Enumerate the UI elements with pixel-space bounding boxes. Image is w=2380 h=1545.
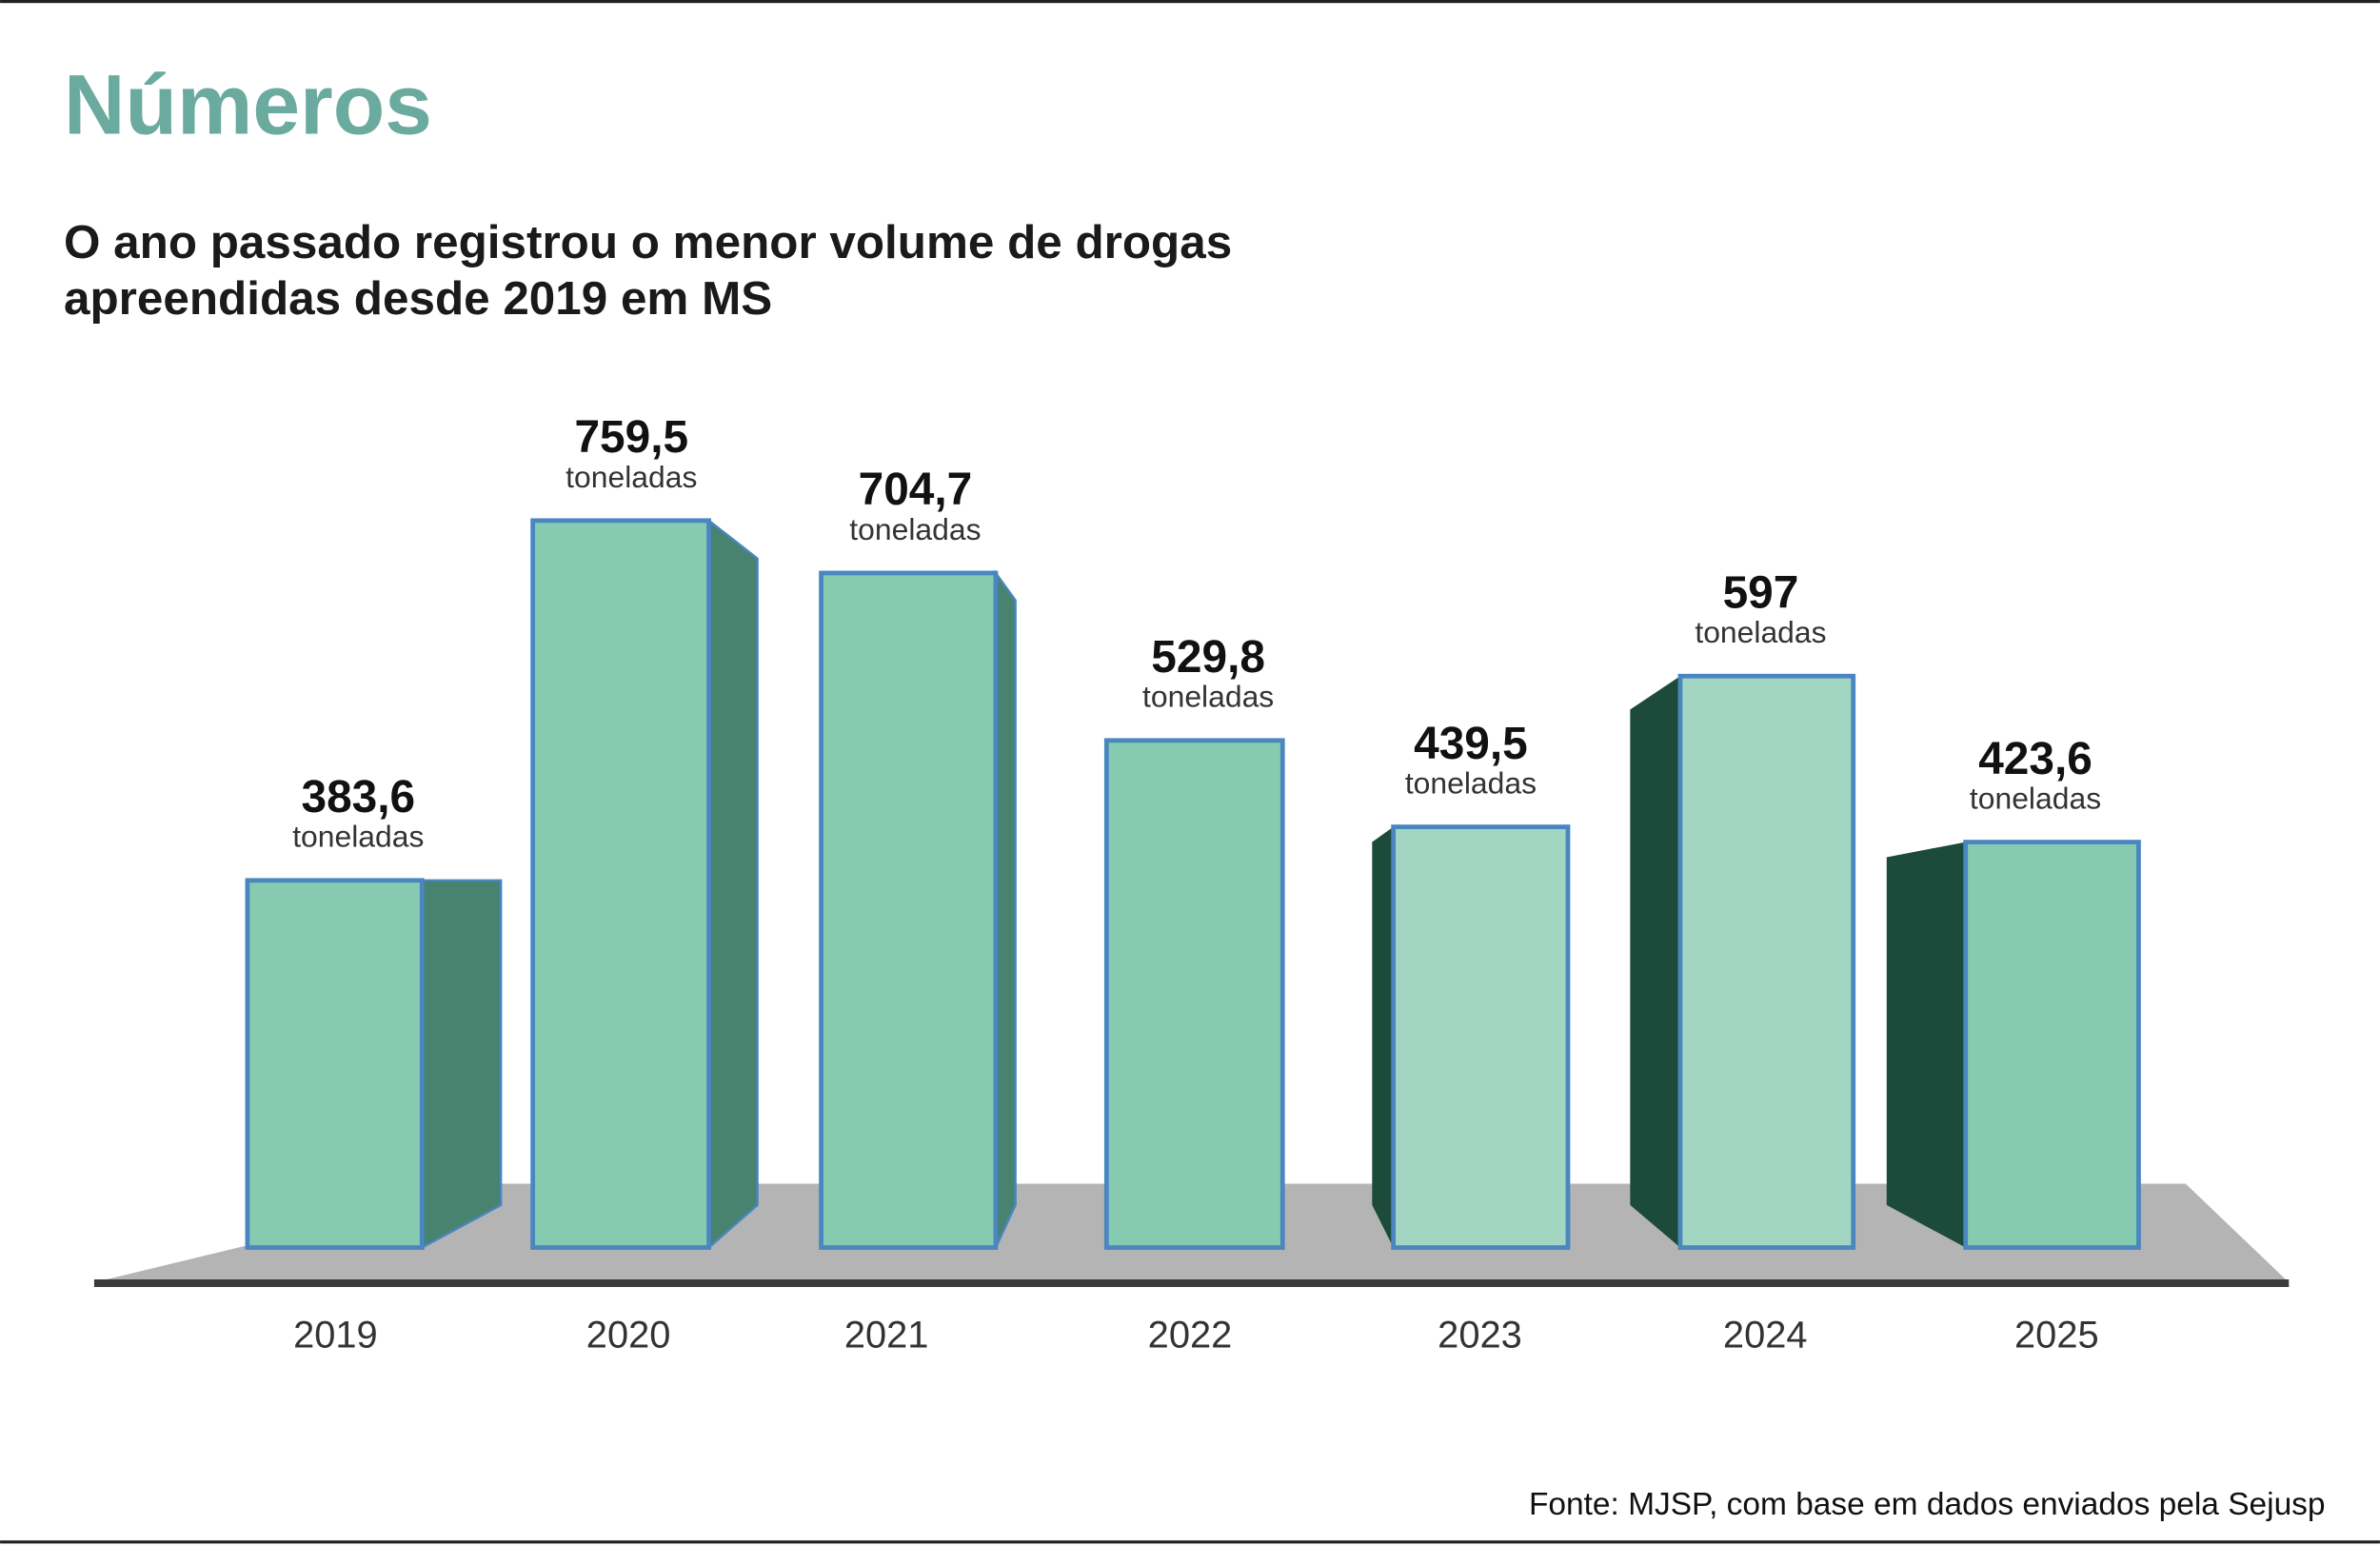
year-label: 2025 (2014, 1315, 2099, 1357)
bar-2020 (530, 518, 759, 1251)
bar-front (530, 518, 711, 1250)
bar-side (1630, 676, 1680, 1248)
floor-edge (93, 1278, 2290, 1287)
bar-2023 (1372, 824, 1571, 1250)
unit-label: toneladas (1405, 766, 1537, 801)
year-label: 2019 (293, 1315, 378, 1357)
bars-group (245, 518, 2141, 1251)
value-label: 704,7 (859, 465, 973, 515)
unit-label: toneladas (1142, 680, 1274, 714)
bar-side (1886, 842, 1966, 1248)
value-label: 597 (1723, 567, 1799, 618)
value-label: 383,6 (301, 772, 415, 822)
bar-side (994, 569, 1017, 1249)
bar-front (1391, 824, 1571, 1250)
year-label: 2020 (586, 1315, 671, 1357)
top-rule (0, 0, 2380, 4)
source-note: Fonte: MJSP, com base em dados enviados … (1529, 1487, 2326, 1522)
labels-group: 383,6toneladas2019759,5toneladas2020704,… (292, 412, 2101, 1357)
bar-front (1963, 840, 2141, 1250)
year-label: 2022 (1148, 1315, 1233, 1357)
unit-label: toneladas (1970, 782, 2101, 816)
bar-2022 (1103, 738, 1285, 1250)
page-title: Números (64, 56, 432, 151)
value-label: 529,8 (1151, 632, 1265, 683)
unit-label: toneladas (849, 512, 981, 546)
bar-side (1372, 826, 1394, 1248)
year-label: 2023 (1438, 1315, 1522, 1357)
bar-2025 (1886, 840, 2141, 1250)
year-label: 2024 (1723, 1315, 1808, 1357)
unit-label: toneladas (292, 820, 424, 854)
bar-front (819, 570, 999, 1250)
unit-label: toneladas (565, 460, 697, 494)
year-label: 2021 (844, 1315, 929, 1357)
bar-front (245, 878, 425, 1250)
bottom-rule (0, 1540, 2380, 1544)
bar-front (1103, 738, 1285, 1250)
value-label: 439,5 (1414, 719, 1528, 769)
bar-2019 (245, 878, 503, 1250)
bar-side (707, 518, 759, 1251)
subtitle-line-1: O ano passado registrou o menor volume d… (64, 216, 1232, 268)
value-label: 759,5 (574, 412, 688, 463)
value-label: 423,6 (1978, 734, 2092, 784)
bar-2024 (1630, 673, 1856, 1250)
bar-side (421, 879, 503, 1250)
unit-label: toneladas (1695, 615, 1826, 649)
subtitle-line-2: apreendidas desde 2019 em MS (64, 272, 772, 325)
bar-front (1677, 673, 1856, 1250)
bar-2021 (819, 569, 1017, 1250)
